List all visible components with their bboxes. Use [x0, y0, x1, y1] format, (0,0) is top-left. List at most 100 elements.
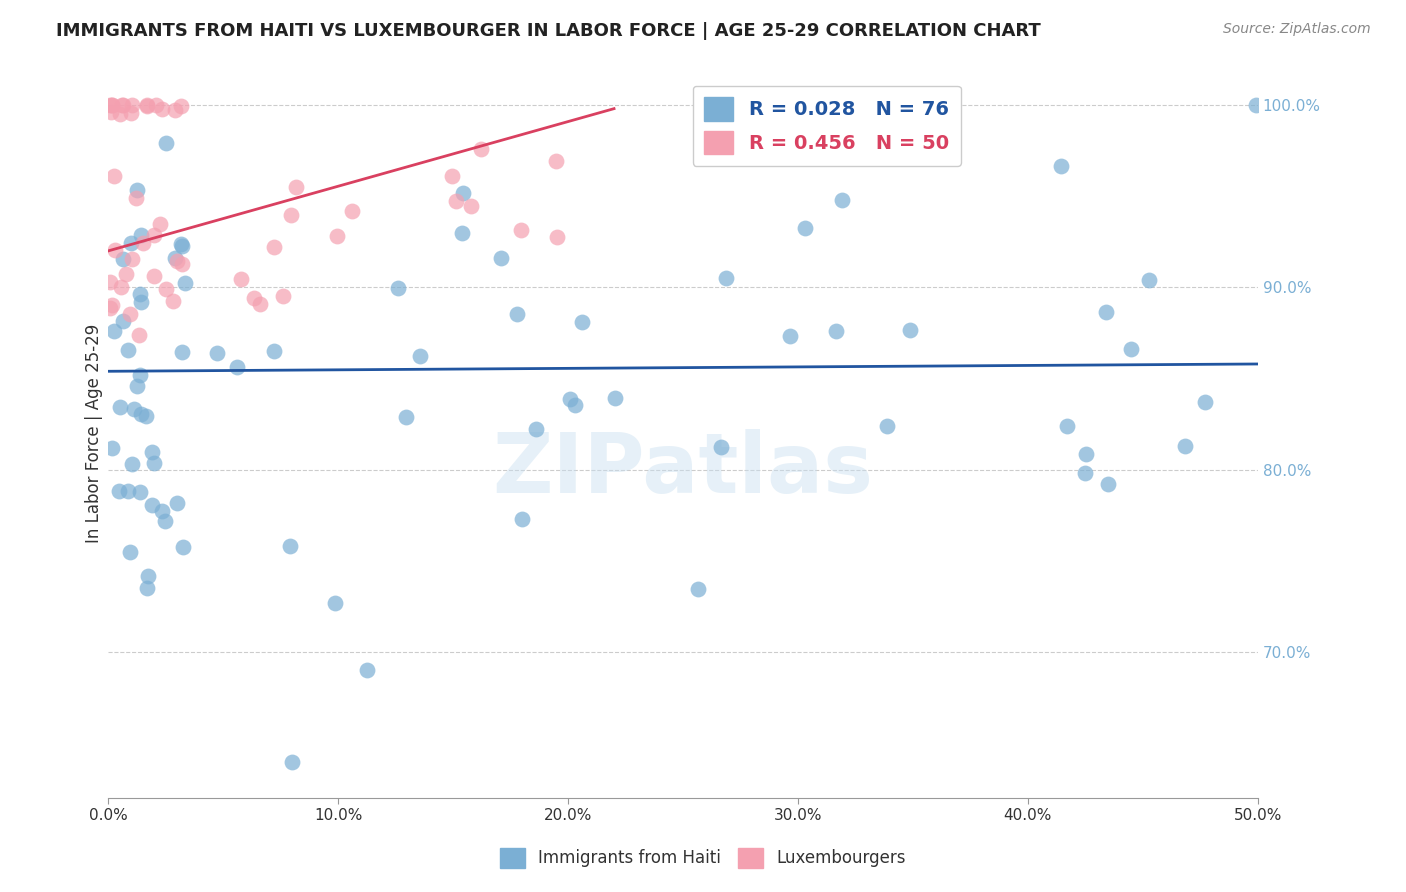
Point	[263, 344, 285, 359]
Point	[1076, 447, 1098, 461]
Text: ZIPatlas: ZIPatlas	[492, 429, 873, 510]
Point	[145, 98, 167, 112]
Point	[1074, 466, 1097, 480]
Point	[141, 445, 163, 459]
Point	[489, 251, 512, 265]
Point	[460, 199, 482, 213]
Point	[149, 217, 172, 231]
Text: IMMIGRANTS FROM HAITI VS LUXEMBOURGER IN LABOR FORCE | AGE 25-29 CORRELATION CHA: IMMIGRANTS FROM HAITI VS LUXEMBOURGER IN…	[56, 22, 1040, 40]
Point	[108, 483, 131, 498]
Point	[129, 287, 152, 301]
Point	[103, 243, 125, 257]
Point	[170, 344, 193, 359]
Point	[128, 328, 150, 343]
Point	[1056, 418, 1078, 433]
Point	[1097, 477, 1119, 491]
Point	[111, 98, 134, 112]
Point	[125, 379, 148, 393]
Point	[135, 99, 157, 113]
Point	[127, 183, 149, 197]
Point	[688, 582, 710, 596]
Point	[132, 235, 155, 250]
Point	[169, 99, 191, 113]
Point	[111, 314, 134, 328]
Point	[141, 498, 163, 512]
Point	[340, 203, 363, 218]
Point	[831, 193, 853, 207]
Point	[152, 503, 174, 517]
Point	[166, 496, 188, 510]
Point	[284, 180, 307, 194]
Point	[135, 409, 157, 423]
Point	[326, 229, 349, 244]
Point	[122, 401, 145, 416]
Point	[1244, 98, 1267, 112]
Point	[249, 297, 271, 311]
Point	[100, 275, 122, 289]
Point	[108, 400, 131, 414]
Point	[898, 323, 921, 337]
Point	[163, 251, 186, 265]
Point	[108, 106, 131, 120]
Point	[114, 267, 136, 281]
Point	[1119, 343, 1142, 357]
Point	[387, 281, 409, 295]
Point	[710, 441, 733, 455]
Point	[526, 422, 548, 436]
Point	[103, 324, 125, 338]
Point	[278, 540, 301, 554]
Point	[131, 227, 153, 242]
Point	[603, 391, 626, 405]
Point	[155, 136, 177, 151]
Point	[174, 277, 197, 291]
Point	[121, 98, 143, 112]
Point	[136, 568, 159, 582]
Point	[125, 191, 148, 205]
Point	[170, 237, 193, 252]
Point	[1050, 160, 1073, 174]
Point	[112, 98, 135, 112]
Y-axis label: In Labor Force | Age 25-29: In Labor Force | Age 25-29	[86, 324, 103, 543]
Point	[155, 514, 177, 528]
Point	[571, 315, 593, 329]
Point	[876, 418, 898, 433]
Point	[121, 252, 143, 267]
Point	[143, 456, 166, 470]
Point	[110, 280, 132, 294]
Point	[120, 105, 142, 120]
Point	[101, 297, 124, 311]
Point	[564, 398, 586, 412]
Point	[444, 194, 467, 208]
Point	[100, 105, 122, 120]
Point	[440, 169, 463, 183]
Point	[271, 289, 294, 303]
Point	[409, 350, 432, 364]
Point	[142, 268, 165, 283]
Point	[129, 407, 152, 421]
Point	[172, 239, 194, 253]
Point	[716, 271, 738, 285]
Point	[118, 545, 141, 559]
Point	[281, 755, 304, 769]
Point	[150, 103, 173, 117]
Point	[205, 346, 228, 360]
Point	[136, 582, 159, 596]
Point	[1094, 305, 1116, 319]
Point	[166, 253, 188, 268]
Point	[451, 186, 474, 201]
Point	[117, 483, 139, 498]
Text: Source: ZipAtlas.com: Source: ZipAtlas.com	[1223, 22, 1371, 37]
Point	[163, 103, 186, 118]
Point	[135, 98, 157, 112]
Point	[470, 142, 492, 156]
Point	[120, 236, 142, 251]
Point	[121, 457, 143, 471]
Point	[103, 169, 125, 184]
Point	[129, 368, 152, 382]
Point	[129, 294, 152, 309]
Point	[120, 307, 142, 321]
Point	[558, 392, 581, 406]
Point	[112, 252, 135, 267]
Point	[155, 281, 177, 295]
Point	[794, 220, 817, 235]
